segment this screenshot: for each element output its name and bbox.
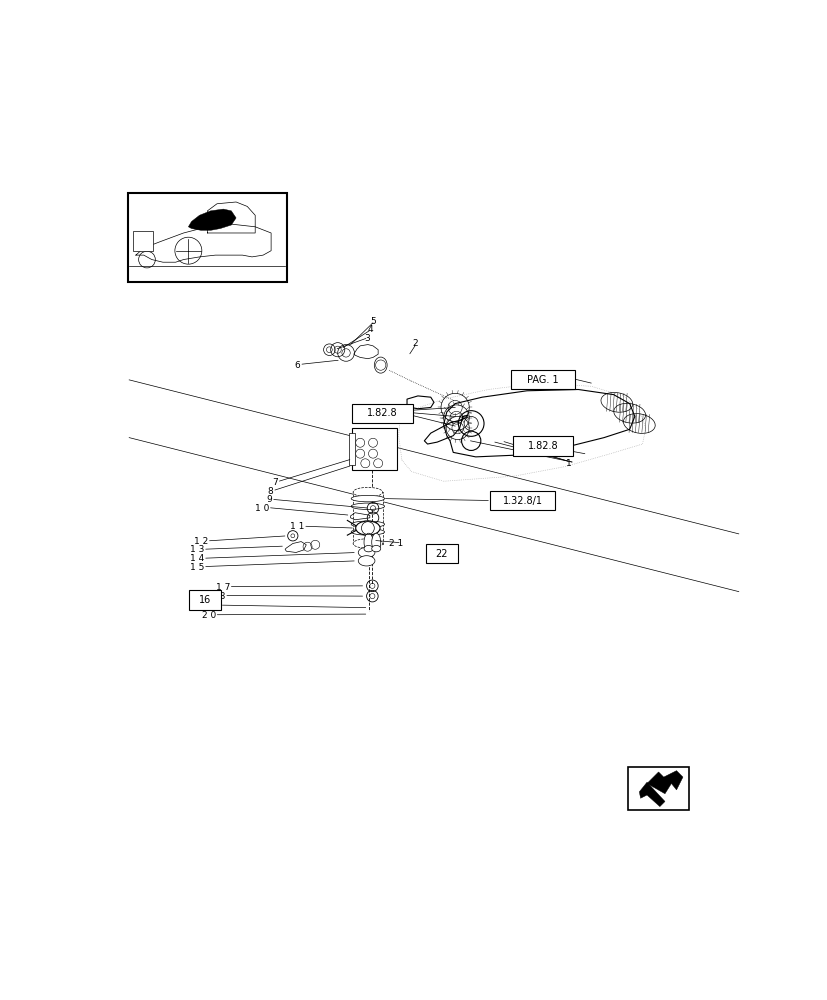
Text: 1 9: 1 9 <box>206 601 221 610</box>
Ellipse shape <box>371 533 380 551</box>
Bar <box>127 193 287 282</box>
FancyBboxPatch shape <box>512 436 572 456</box>
Ellipse shape <box>351 529 384 535</box>
Text: 2 1: 2 1 <box>389 539 403 548</box>
Text: 16: 16 <box>198 595 211 605</box>
Ellipse shape <box>371 545 380 552</box>
Text: 8: 8 <box>267 487 273 496</box>
Text: 1 5: 1 5 <box>189 563 204 572</box>
Ellipse shape <box>358 547 375 558</box>
FancyBboxPatch shape <box>132 231 153 251</box>
FancyBboxPatch shape <box>511 370 574 389</box>
Ellipse shape <box>351 495 384 502</box>
Ellipse shape <box>351 521 384 527</box>
Text: 1.82.8: 1.82.8 <box>527 441 557 451</box>
Text: 1 3: 1 3 <box>189 545 204 554</box>
Text: 1: 1 <box>566 459 571 468</box>
Text: 22: 22 <box>435 549 447 559</box>
Text: 1 2: 1 2 <box>194 537 208 546</box>
Ellipse shape <box>352 539 382 548</box>
FancyBboxPatch shape <box>352 492 382 544</box>
Ellipse shape <box>364 533 372 551</box>
FancyBboxPatch shape <box>425 544 457 563</box>
Polygon shape <box>646 771 682 794</box>
Text: 1 0: 1 0 <box>255 504 269 513</box>
Ellipse shape <box>356 521 380 535</box>
FancyBboxPatch shape <box>490 491 555 510</box>
Text: 5: 5 <box>370 317 375 326</box>
FancyBboxPatch shape <box>189 590 221 610</box>
Text: 3: 3 <box>364 334 370 343</box>
Text: 1 7: 1 7 <box>215 583 230 592</box>
Text: PAG. 1: PAG. 1 <box>527 375 558 385</box>
Text: 4: 4 <box>367 325 372 334</box>
Ellipse shape <box>364 545 372 552</box>
Polygon shape <box>638 782 664 807</box>
Text: 1.82.8: 1.82.8 <box>367 408 398 418</box>
Text: 7: 7 <box>272 478 278 487</box>
FancyBboxPatch shape <box>352 428 397 470</box>
Text: 9: 9 <box>266 495 272 504</box>
Text: 6: 6 <box>294 361 300 370</box>
Ellipse shape <box>352 487 382 497</box>
Ellipse shape <box>358 556 375 566</box>
Text: 1 4: 1 4 <box>189 554 204 563</box>
Text: 1.32.8/1: 1.32.8/1 <box>502 496 542 506</box>
Ellipse shape <box>351 503 384 509</box>
Text: 2: 2 <box>412 339 418 348</box>
FancyBboxPatch shape <box>352 404 413 423</box>
Text: 1 1: 1 1 <box>289 522 304 531</box>
Polygon shape <box>188 209 236 230</box>
FancyBboxPatch shape <box>348 433 355 465</box>
Text: 1 8: 1 8 <box>211 592 225 601</box>
Text: 2 0: 2 0 <box>201 611 216 620</box>
FancyBboxPatch shape <box>628 767 688 810</box>
